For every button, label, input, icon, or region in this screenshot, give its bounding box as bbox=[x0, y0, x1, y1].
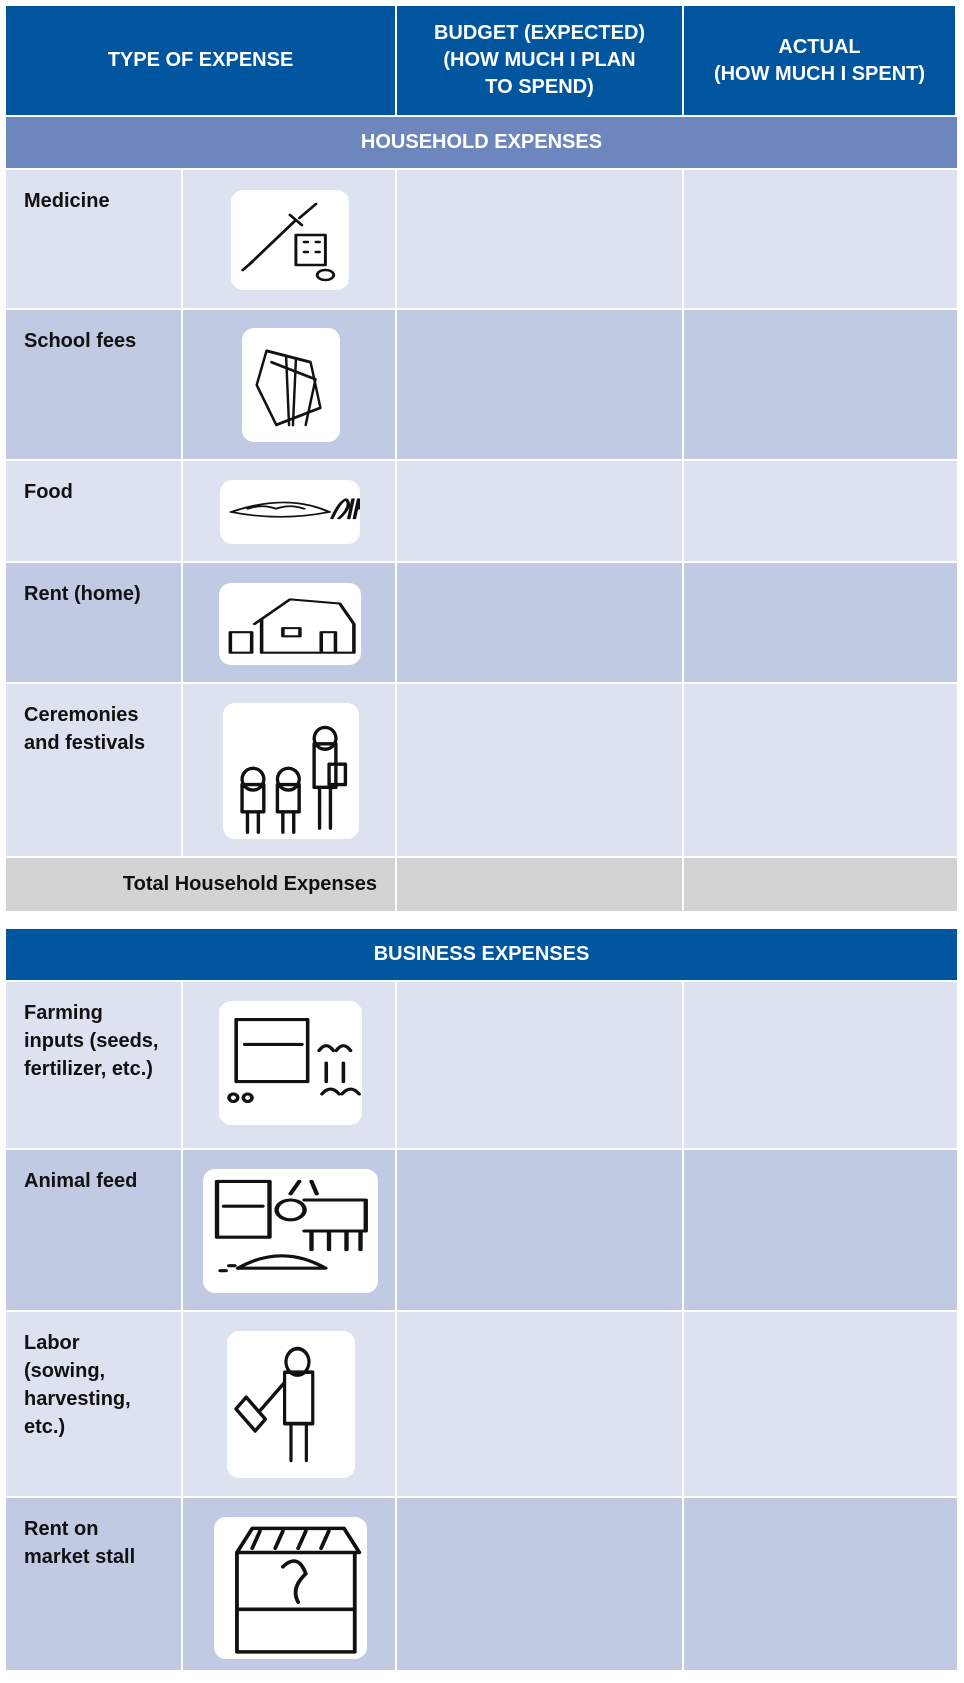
row-label: School fees bbox=[24, 330, 137, 352]
label-cell: Rent on market stall bbox=[6, 1498, 181, 1670]
section-header: BUSINESS EXPENSES bbox=[6, 929, 957, 980]
header-text: ACTUAL bbox=[778, 35, 861, 58]
icon-drawing bbox=[255, 349, 322, 427]
actual-cell bbox=[684, 684, 957, 856]
icon-drawing bbox=[229, 498, 361, 520]
icon-drawing bbox=[234, 1346, 315, 1463]
label-cell: Animal feed bbox=[6, 1150, 181, 1310]
row-label: Labor (sowing, harvesting, etc.) bbox=[24, 1332, 131, 1438]
budget-cell bbox=[397, 461, 682, 561]
row-label: Ceremonies and festivals bbox=[24, 704, 146, 754]
label-cell: Farming inputs (seeds, fertilizer, etc.) bbox=[6, 982, 181, 1148]
icon-drawing bbox=[214, 1179, 368, 1273]
label-cell: School fees bbox=[6, 310, 181, 459]
icon bbox=[214, 1517, 367, 1659]
label-cell: Labor (sowing, harvesting, etc.) bbox=[6, 1312, 181, 1496]
header-text: BUDGET (EXPECTED) bbox=[433, 22, 646, 44]
icon-drawing bbox=[240, 725, 348, 834]
icon bbox=[219, 583, 361, 665]
header-text: TO SPEND) bbox=[485, 76, 594, 98]
total-budget bbox=[397, 858, 682, 911]
icon bbox=[231, 190, 349, 290]
label-cell: Food bbox=[6, 461, 181, 561]
row-label: Medicine bbox=[24, 190, 110, 212]
actual-cell bbox=[684, 982, 957, 1148]
budget-cell bbox=[397, 1312, 682, 1496]
icon bbox=[242, 328, 340, 442]
actual-cell bbox=[684, 310, 957, 459]
actual-cell bbox=[684, 170, 957, 308]
row-label: Animal feed bbox=[24, 1170, 138, 1192]
actual-cell bbox=[684, 461, 957, 561]
actual-cell bbox=[684, 1312, 957, 1496]
total-label: Total Household Expenses bbox=[6, 858, 395, 911]
budget-cell bbox=[397, 1150, 682, 1310]
header-text: (HOW MUCH I PLAN bbox=[443, 49, 636, 71]
icon bbox=[223, 703, 359, 839]
icon-drawing bbox=[227, 1018, 361, 1103]
icon bbox=[220, 480, 361, 544]
icon bbox=[219, 1001, 362, 1125]
label-cell: Ceremonies and festivals bbox=[6, 684, 181, 856]
actual-cell bbox=[684, 1150, 957, 1310]
label-cell: Rent (home) bbox=[6, 563, 181, 682]
budget-cell bbox=[397, 310, 682, 459]
row-label: Rent on market stall bbox=[24, 1518, 136, 1568]
row-label: Food bbox=[24, 481, 73, 503]
budget-cell bbox=[397, 1498, 682, 1670]
header-cell: TYPE OF EXPENSE bbox=[6, 6, 395, 115]
header-cell: ACTUAL (HOW MUCH I SPENT) bbox=[684, 6, 955, 115]
actual-cell bbox=[684, 563, 957, 682]
icon-drawing bbox=[241, 202, 336, 282]
budget-cell bbox=[397, 982, 682, 1148]
total-text: Total Household Expenses bbox=[122, 873, 377, 895]
header-text: TYPE OF EXPENSE bbox=[107, 49, 294, 71]
budget-cell bbox=[397, 170, 682, 308]
icon bbox=[227, 1331, 355, 1478]
total-actual bbox=[684, 858, 957, 911]
header-cell: BUDGET (EXPECTED) (HOW MUCH I PLAN TO SPEN… bbox=[397, 6, 682, 115]
budget-cell bbox=[397, 563, 682, 682]
budget-cell bbox=[397, 684, 682, 856]
icon-drawing bbox=[228, 598, 356, 654]
row-label: Rent (home) bbox=[24, 583, 141, 605]
actual-cell bbox=[684, 1498, 957, 1670]
header-text: (HOW MUCH I SPENT) bbox=[713, 62, 926, 85]
section-header: HOUSEHOLD EXPENSES bbox=[6, 117, 957, 168]
icon-drawing bbox=[235, 1526, 362, 1654]
icon bbox=[203, 1169, 378, 1293]
row-label: Farming inputs (seeds, fertilizer, etc.) bbox=[24, 1002, 159, 1080]
label-cell: Medicine bbox=[6, 170, 181, 308]
